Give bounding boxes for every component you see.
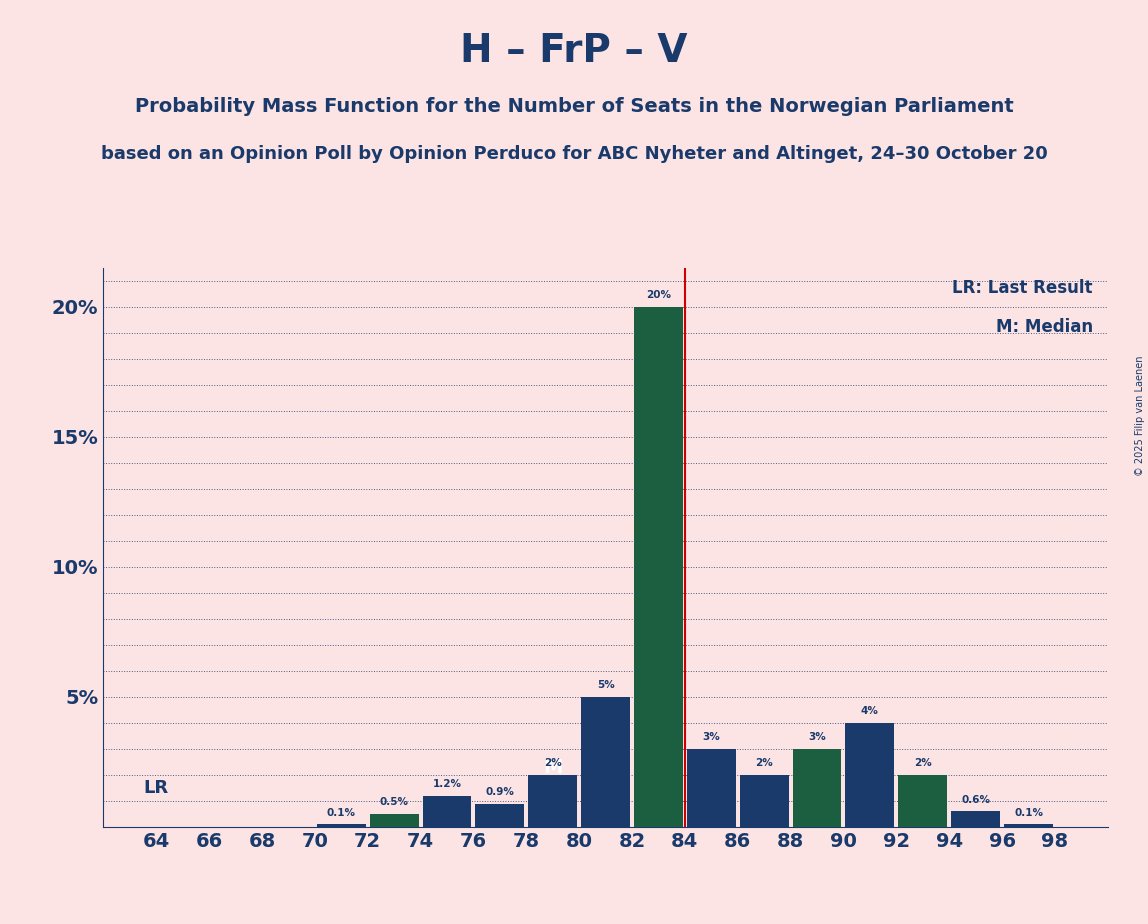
Text: 0.6%: 0.6% [961, 795, 990, 805]
Text: 1.2%: 1.2% [433, 779, 461, 789]
Text: H – FrP – V: H – FrP – V [460, 32, 688, 70]
Text: 2%: 2% [755, 759, 773, 769]
Bar [475, 804, 525, 827]
Bar [528, 775, 577, 827]
Text: 0.1%: 0.1% [1014, 808, 1044, 818]
Text: 2%: 2% [544, 759, 561, 769]
Text: Probability Mass Function for the Number of Seats in the Norwegian Parliament: Probability Mass Function for the Number… [134, 97, 1014, 116]
Bar [634, 307, 683, 827]
Text: 2%: 2% [914, 759, 932, 769]
Text: LR: Last Result: LR: Last Result [952, 279, 1093, 298]
Bar [952, 811, 1000, 827]
Bar [581, 697, 630, 827]
Text: M: Median: M: Median [995, 318, 1093, 336]
Text: 3%: 3% [808, 733, 825, 743]
Text: © 2025 Filip van Laenen: © 2025 Filip van Laenen [1135, 356, 1145, 476]
Text: 20%: 20% [646, 290, 670, 300]
Text: LR: LR [144, 779, 168, 797]
Bar [845, 723, 894, 827]
Text: 0.5%: 0.5% [380, 797, 409, 808]
Bar [739, 775, 789, 827]
Text: based on an Opinion Poll by Opinion Perduco for ABC Nyheter and Altinget, 24–30 : based on an Opinion Poll by Opinion Perd… [101, 145, 1047, 163]
Bar [687, 749, 736, 827]
Bar [422, 796, 472, 827]
Bar [792, 749, 841, 827]
Bar [1004, 824, 1053, 827]
Bar [370, 814, 419, 827]
Bar [317, 824, 366, 827]
Text: 0.1%: 0.1% [327, 808, 356, 818]
Text: 5%: 5% [597, 680, 614, 690]
Bar [899, 775, 947, 827]
Text: 0.9%: 0.9% [486, 787, 514, 797]
Text: 3%: 3% [703, 733, 720, 743]
Text: 4%: 4% [861, 707, 879, 716]
Text: M: M [543, 758, 563, 777]
